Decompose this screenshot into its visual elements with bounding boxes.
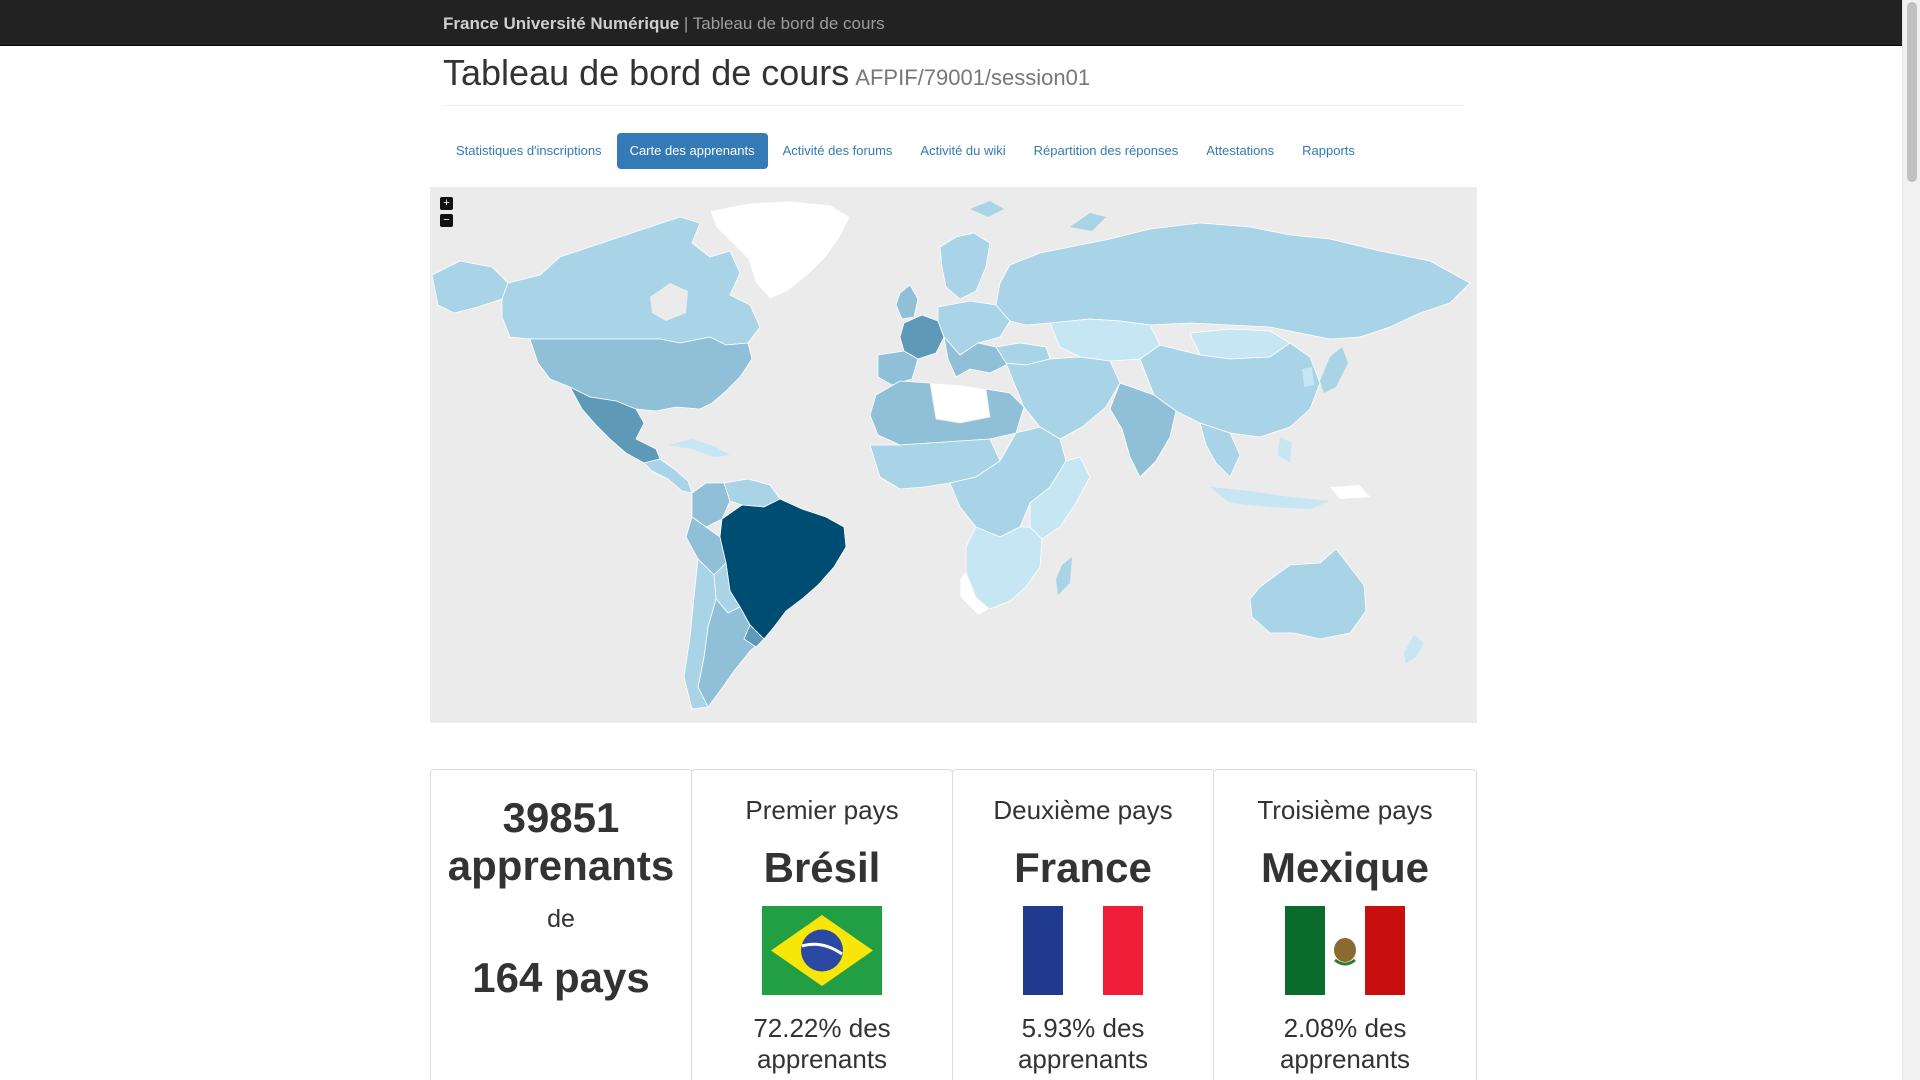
tab-repartition-reponses[interactable]: Répartition des réponses [1033,143,1179,158]
country-india[interactable] [1109,382,1177,478]
country-kazakhstan[interactable] [1049,318,1161,362]
countries-count: 164 pays [472,954,650,1001]
country-france[interactable] [899,314,945,360]
brand-name[interactable]: France Université Numérique [443,14,680,33]
country-china[interactable] [1139,342,1321,438]
country-chile[interactable] [683,558,717,710]
page-header: Tableau de bord de cours AFPIF/79001/sess… [443,50,1465,106]
first-country-pct-line1: 72.22% des [753,1013,891,1043]
brazil-flag-icon [762,906,882,995]
course-id: AFPIF/79001/session01 [855,65,1091,90]
third-country-pct: 2.08% des apprenants [1214,1013,1476,1075]
country-scandinavia[interactable] [939,232,991,300]
stats-panels: 39851 apprenants de 164 pays Premier pay… [430,769,1477,1080]
country-indonesia[interactable] [1210,487,1330,509]
country-uk[interactable] [895,284,919,320]
page-scrollbar[interactable] [1902,0,1920,1080]
second-country-pct-line2: apprenants [1017,1044,1149,1074]
country-philippines[interactable] [1278,437,1292,463]
page-title-text: Tableau de bord de cours [443,52,850,93]
tab-attestations[interactable]: Attestations [1206,143,1275,158]
zoom-in-button[interactable]: + [440,197,453,210]
country-southeast-asia[interactable] [1199,422,1241,478]
country-central-america[interactable] [643,458,693,494]
country-iberia[interactable] [877,350,919,386]
learners-world-map[interactable]: + − [430,187,1477,723]
country-alaska[interactable] [431,260,509,314]
map-canvas [431,200,1471,710]
country-usa[interactable] [529,336,753,412]
country-italy-balkans[interactable] [943,335,1011,378]
novaya-zemlya[interactable] [1070,213,1106,231]
brand-subtitle: Tableau de bord de cours [692,14,885,33]
tab-statistiques-inscriptions[interactable]: Statistiques d'inscriptions [456,143,602,158]
country-greenland[interactable] [709,200,851,300]
country-mexico[interactable] [569,386,661,464]
top-navbar: France Université Numérique | Tableau de… [0,0,1902,46]
first-country-pct: 72.22% des apprenants [692,1013,952,1075]
third-country-pct-line1: 2.08% des [1283,1013,1407,1043]
country-korea[interactable] [1302,367,1314,387]
second-country-panel: Deuxième pays France 5.93% des apprenants [952,769,1214,1080]
tab-activite-forums[interactable]: Activité des forums [782,143,893,158]
second-country-rank-label: Deuxième pays [993,795,1173,825]
first-country-pct-line2: apprenants [756,1044,888,1074]
tab-rapports[interactable]: Rapports [1302,143,1355,158]
svalbard[interactable] [970,201,1004,217]
caribbean-islands[interactable] [668,439,730,457]
first-country-panel: Premier pays Brésil 72.22% des apprenants [691,769,953,1080]
dashboard-tabs: Statistiques d'inscriptions Carte des ap… [443,133,1370,169]
second-country-name: France [1014,844,1152,891]
france-flag-icon [1023,906,1143,995]
page-title: Tableau de bord de cours AFPIF/79001/sess… [443,50,1465,101]
third-country-panel: Troisième pays Mexique 2.08% des apprenan… [1213,769,1477,1080]
second-country-pct-line1: 5.93% des [1021,1013,1145,1043]
first-country-name: Brésil [763,844,881,891]
navbar-brand[interactable]: France Université Numérique | Tableau de… [443,14,885,34]
country-middle-east[interactable] [1005,356,1121,440]
second-country-pct: 5.93% des apprenants [953,1013,1213,1075]
country-papua[interactable] [1330,485,1370,499]
third-country-name: Mexique [1260,844,1430,891]
scrollbar-thumb[interactable] [1907,2,1917,182]
country-namibia[interactable] [959,570,991,616]
country-australia[interactable] [1249,548,1367,640]
country-algeria-libya[interactable] [929,382,991,424]
country-uruguay[interactable] [743,624,765,648]
country-new-zealand[interactable] [1404,635,1424,663]
learners-count: 39851 [502,794,620,841]
mexico-flag-icon [1285,906,1405,995]
country-japan[interactable] [1320,347,1348,393]
country-madagascar[interactable] [1056,557,1072,595]
third-country-rank-label: Troisième pays [1257,795,1433,825]
country-central-europe[interactable] [937,300,1011,356]
zoom-out-button[interactable]: − [440,214,453,227]
summary-panel: 39851 apprenants de 164 pays [430,769,692,1080]
hudson-bay [650,283,688,321]
brand-separator: | [679,14,693,33]
country-canada[interactable] [501,216,761,346]
tab-carte-apprenants[interactable]: Carte des apprenants [616,133,768,169]
from-label: de [547,905,575,933]
third-country-pct-line2: apprenants [1279,1044,1411,1074]
tab-activite-wiki[interactable]: Activité du wiki [920,143,1006,158]
first-country-rank-label: Premier pays [745,795,899,825]
learners-label: apprenants [447,842,675,889]
country-southern-africa[interactable] [965,526,1043,610]
